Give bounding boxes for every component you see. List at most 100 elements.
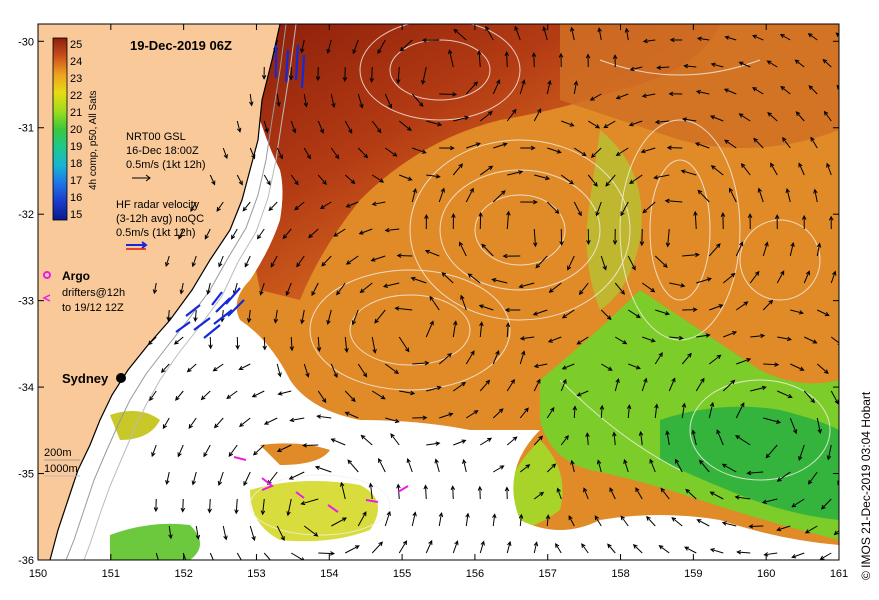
lat-tick-label: -30 [18, 36, 34, 48]
current-arrow [612, 54, 618, 68]
current-arrow [546, 406, 555, 419]
current-arrow [168, 525, 173, 540]
current-arrow [585, 53, 591, 68]
current-arrow [779, 33, 791, 41]
current-arrow [236, 174, 243, 186]
current-arrow [465, 512, 470, 527]
current-arrow [212, 363, 224, 372]
current-arrow [191, 255, 197, 268]
current-arrow [709, 115, 724, 122]
current-arrow [681, 402, 687, 419]
current-arrow [841, 190, 845, 202]
colorbar-label: 4h comp, p50, All Sats [88, 90, 99, 190]
colorbar [52, 37, 68, 221]
current-arrow [844, 310, 854, 317]
lat-tick-label: -32 [18, 209, 34, 221]
current-arrow [583, 487, 589, 500]
current-arrow [492, 408, 504, 419]
current-arrow [263, 120, 269, 134]
current-arrow [638, 430, 644, 446]
current-arrow [160, 363, 170, 373]
current-arrow [424, 249, 440, 257]
current-arrow [149, 390, 157, 402]
current-arrow [481, 243, 494, 257]
current-arrow [384, 147, 398, 157]
current-arrow [492, 79, 501, 95]
axis-ticks: 150 151 152 153 154 155 156 157 158 159 160 161 -30 -… [18, 24, 848, 580]
current-arrow [344, 411, 359, 419]
current-arrow [288, 471, 305, 480]
legend-hf-arrow [126, 241, 148, 249]
credit-text: © IMOS 21-Dec-2019 03:04 Hobart [859, 391, 873, 580]
current-arrow [226, 390, 238, 400]
legend-altimetry-line3: 0.5m/s (1kt 12h) [126, 159, 205, 171]
current-arrow [646, 515, 656, 527]
current-arrow [533, 363, 548, 369]
current-arrow [412, 360, 430, 366]
current-arrow [326, 309, 332, 325]
current-arrow [465, 350, 475, 365]
current-arrow [749, 270, 760, 284]
current-arrow [175, 390, 184, 401]
current-arrow [746, 470, 764, 476]
current-arrow [177, 444, 184, 458]
colorbar-tick-label: 18 [70, 158, 82, 170]
current-arrow [282, 228, 292, 240]
lon-tick-label: 151 [102, 568, 120, 580]
current-arrow [186, 363, 197, 373]
current-arrow [300, 498, 319, 506]
current-arrow [694, 142, 710, 149]
current-arrow [696, 277, 712, 284]
current-arrow [615, 93, 629, 100]
current-arrow [836, 84, 839, 90]
current-arrow [614, 282, 626, 295]
current-arrow [607, 543, 616, 554]
current-arrow [369, 66, 375, 83]
current-arrow [368, 482, 374, 500]
current-arrow [506, 540, 512, 554]
current-arrow [723, 331, 738, 338]
current-arrow [801, 214, 807, 230]
current-arrow [790, 363, 805, 371]
current-arrow [762, 241, 769, 257]
lon-tick-label: 158 [611, 568, 629, 580]
argo-icon [43, 271, 51, 279]
current-arrow [547, 147, 562, 154]
current-arrow [586, 228, 591, 245]
current-arrow [358, 228, 373, 235]
current-arrow [761, 498, 778, 504]
current-arrow [641, 282, 656, 293]
current-arrow [506, 436, 518, 446]
current-arrow [439, 412, 454, 419]
current-arrow [359, 282, 373, 294]
colorbar-tick-label: 16 [70, 192, 82, 204]
current-arrow [519, 350, 526, 365]
current-arrow [288, 66, 294, 81]
current-arrow [844, 418, 848, 432]
current-arrow [589, 93, 602, 101]
current-arrow [317, 390, 327, 404]
lon-tick-label: 159 [684, 568, 702, 580]
current-arrow [222, 147, 228, 160]
current-arrow [179, 282, 184, 295]
current-arrow [822, 58, 832, 68]
current-arrow [555, 542, 562, 554]
current-arrow [626, 404, 632, 419]
current-arrow [774, 214, 780, 230]
current-arrow [671, 517, 683, 527]
current-arrow [411, 187, 417, 203]
current-arrow [438, 187, 445, 203]
current-arrow [465, 187, 474, 203]
current-arrow [669, 37, 683, 43]
current-arrow [640, 147, 656, 154]
ssh-contours [249, 24, 831, 536]
current-arrow [479, 437, 493, 446]
current-arrow [453, 28, 467, 41]
current-arrow [371, 390, 386, 400]
current-arrow [600, 309, 612, 321]
current-arrow [213, 417, 224, 429]
current-arrow [318, 551, 336, 556]
current-arrow [504, 51, 510, 68]
current-arrow [485, 25, 494, 41]
current-arrow [453, 439, 467, 446]
